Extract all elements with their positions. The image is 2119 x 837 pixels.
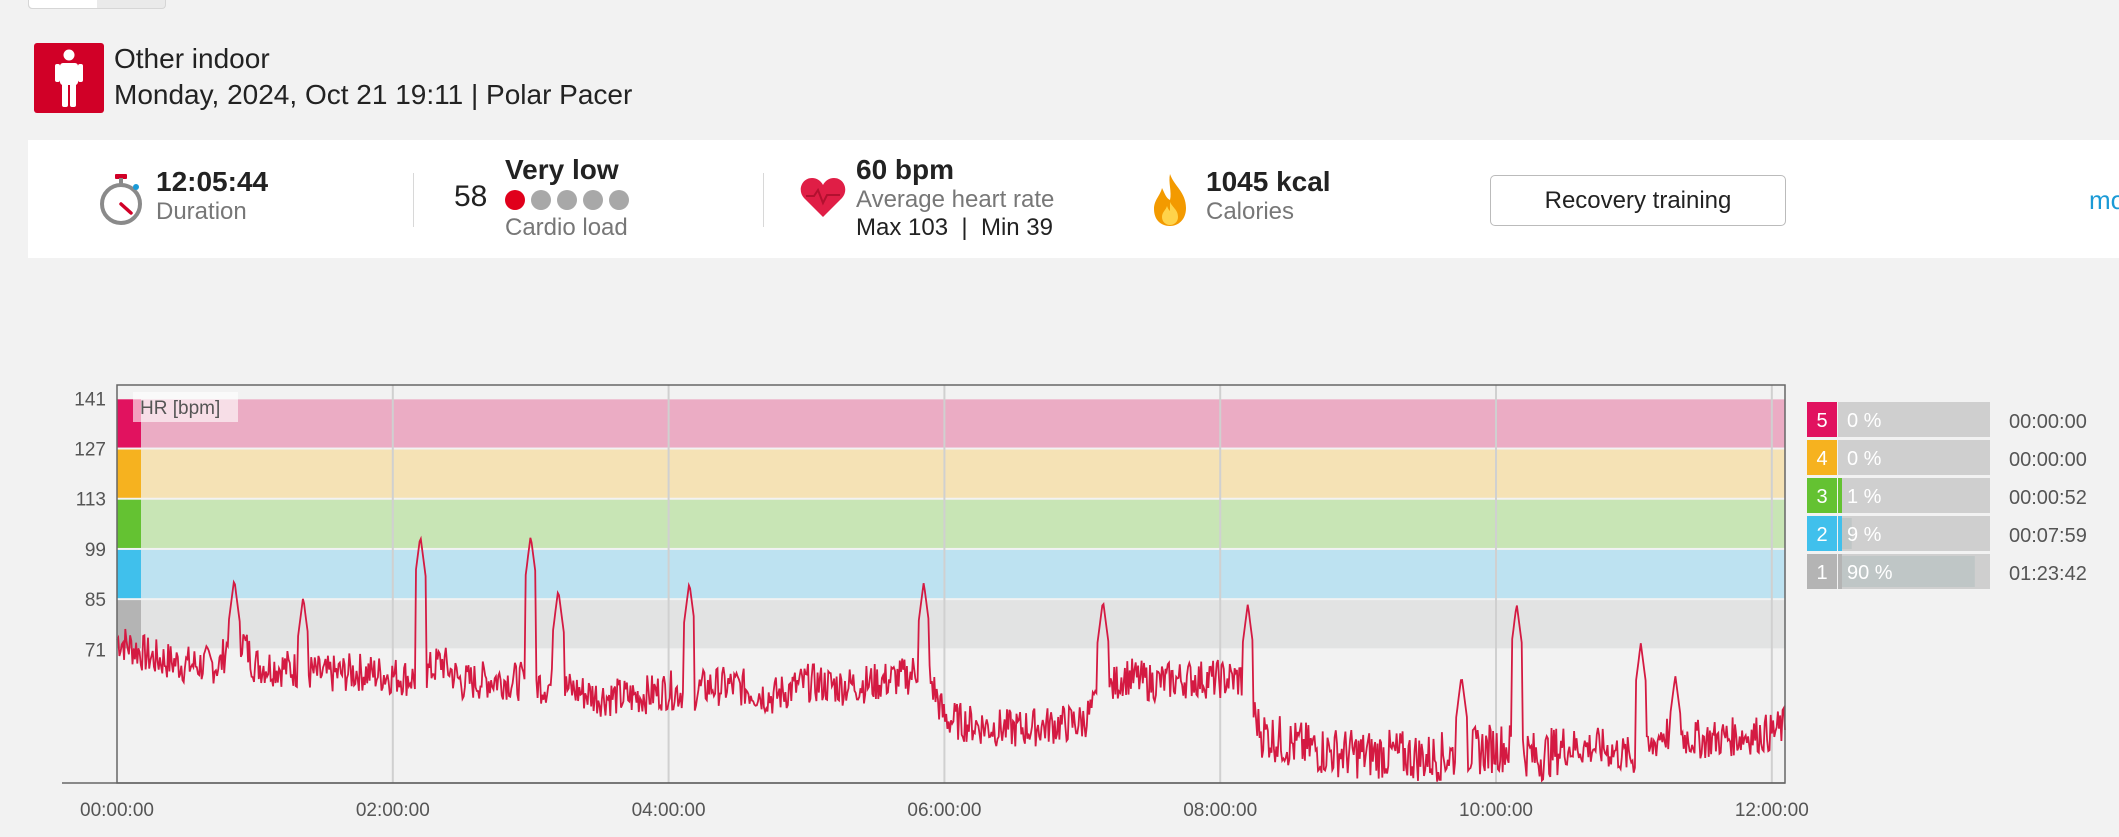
zone-time: 00:00:00 [2009, 411, 2087, 433]
zone-row-3: 3 1 % 00:00:52 [1807, 478, 2087, 513]
cardio-load-metric: Very low Cardio load [505, 154, 629, 242]
zone-band-4 [117, 449, 1785, 498]
zone-marker-4 [117, 449, 141, 498]
zone-number: 4 [1816, 448, 1827, 470]
x-tick-label: 02:00:00 [356, 800, 430, 821]
flame-icon [1150, 172, 1190, 233]
zone-bar-accent [1838, 516, 1842, 551]
cardio-load-dot [505, 190, 525, 210]
calories-metric: 1045 kcal Calories [1206, 166, 1331, 226]
zone-row-5: 5 0 % 00:00:00 [1807, 402, 2087, 437]
zone-number-badge [1807, 516, 1837, 551]
zone-time: 00:07:59 [2009, 525, 2087, 547]
x-tick-label: 10:00:00 [1459, 800, 1533, 821]
duration-value: 12:05:44 [156, 166, 269, 197]
sport-name: Other indoor [114, 43, 270, 74]
session-date-device: Monday, 2024, Oct 21 19:11 | Polar Pacer [114, 79, 633, 110]
zone-bar-accent [1838, 478, 1842, 513]
calories-label: Calories [1206, 198, 1295, 225]
x-tick-label: 08:00:00 [1183, 800, 1257, 821]
zone-number-badge [1807, 554, 1837, 589]
zone-row-2: 2 9 % 00:07:59 [1807, 516, 2087, 551]
view-toggle[interactable] [28, 0, 166, 9]
x-tick-label: 00:00:00 [80, 800, 154, 821]
zone-bar-fill [1838, 556, 1975, 587]
y-tick-label: 113 [76, 490, 106, 511]
divider [763, 173, 764, 227]
zone-bar-track [1838, 440, 1990, 475]
zone-band-5 [117, 399, 1785, 448]
y-tick-label: 85 [85, 590, 106, 611]
zone-number-badge [1807, 440, 1837, 475]
cardio-load-level: Very low [505, 154, 619, 185]
duration-label: Duration [156, 198, 247, 225]
zone-percent: 1 % [1847, 486, 1882, 508]
divider [413, 173, 414, 227]
x-tick-label: 12:00:00 [1735, 800, 1809, 821]
duration-metric: 12:05:44 Duration [156, 166, 268, 226]
cardio-load-dot [609, 190, 629, 210]
zone-band-2 [117, 549, 1785, 599]
zone-percent: 90 % [1847, 562, 1893, 584]
zone-marker-2 [117, 549, 141, 599]
zone-percent: 9 % [1847, 524, 1882, 546]
x-tick-label: 06:00:00 [907, 800, 981, 821]
cardio-load-value: 58 [454, 180, 488, 213]
hr-line [116, 535, 1786, 783]
zone-time: 01:23:42 [2009, 563, 2087, 585]
ylabel-background [133, 392, 238, 422]
zone-row-1: 1 90 % 01:23:42 [1807, 554, 2087, 589]
heart-icon [800, 176, 846, 223]
cardio-load-dot [531, 190, 551, 210]
hr-max-min: Max 103 | Min 39 [856, 214, 1053, 241]
stopwatch-icon [98, 173, 144, 232]
zone-bar-track [1838, 478, 1990, 513]
zone-band-1 [117, 600, 1785, 649]
y-tick-label: 99 [85, 540, 106, 561]
zone-time: 00:00:00 [2009, 449, 2087, 471]
person-standing-icon [34, 43, 104, 113]
y-tick-label: 71 [85, 640, 106, 661]
zone-number: 1 [1816, 562, 1827, 584]
zone-number: 2 [1816, 524, 1827, 546]
y-tick-label: 127 [74, 440, 106, 461]
y-tick-label: 141 [74, 389, 106, 410]
zone-row-4: 4 0 % 00:00:00 [1807, 440, 2087, 475]
zone-percent: 0 % [1847, 410, 1882, 432]
summary-bar: 12:05:44 Duration 58 Very low Cardio loa… [28, 140, 2119, 258]
heart-rate-chart: 141 127 113 99 85 71 00:00:00 02:00:00 04:00:00 0… [62, 384, 2087, 821]
zone-bar-track [1838, 402, 1990, 437]
cardio-load-dots [505, 190, 629, 210]
zone-number: 3 [1816, 486, 1827, 508]
hr-average-label: Average heart rate [856, 186, 1055, 213]
more-link[interactable]: more [2089, 185, 2119, 215]
x-tick-label: 04:00:00 [632, 800, 706, 821]
heart-rate-metric: 60 bpm Average heart rate Max 103 | Min … [856, 154, 1054, 242]
cardio-load-dot [583, 190, 603, 210]
zone-percent: 0 % [1847, 448, 1882, 470]
zone-band-3 [117, 499, 1785, 548]
zone-marker-3 [117, 499, 141, 548]
cardio-load-label: Cardio load [505, 214, 628, 241]
zone-bar-track [1838, 516, 1990, 551]
zone-number-badge [1807, 478, 1837, 513]
training-benefit-button[interactable]: Recovery training [1490, 175, 1786, 226]
zone-number: 5 [1816, 410, 1827, 432]
zone-time: 00:00:52 [2009, 487, 2087, 509]
y-axis-label: HR [bpm] [140, 398, 220, 419]
zone-number-badge [1807, 402, 1837, 437]
view-toggle-active[interactable] [29, 0, 97, 8]
calories-value: 1045 kcal [1206, 166, 1331, 197]
hr-average-value: 60 bpm [856, 154, 955, 185]
zone-bar-accent [1838, 554, 1842, 589]
cardio-load-dot [557, 190, 577, 210]
